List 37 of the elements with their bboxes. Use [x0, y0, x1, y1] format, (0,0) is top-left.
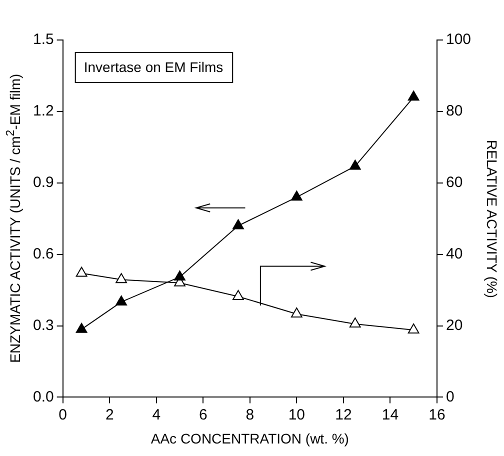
x-tick-label: 0	[58, 406, 68, 424]
x-tick-label: 12	[335, 406, 352, 424]
x-tick-label: 4	[152, 406, 161, 424]
x-tick-label: 16	[428, 406, 446, 424]
y2-tick-label: 100	[446, 31, 472, 48]
y-tick-label: 0.6	[32, 245, 54, 262]
point	[349, 317, 361, 328]
x-tick-label: 10	[288, 406, 306, 424]
y-tick-label: 1.2	[32, 102, 54, 120]
point	[408, 324, 420, 334]
point	[290, 307, 302, 318]
y-tick-label: 1.5	[32, 31, 54, 48]
y2-tick-label: 60	[446, 174, 463, 192]
point	[408, 90, 420, 101]
point	[174, 270, 186, 280]
x-tick-label: 8	[246, 406, 254, 424]
y2-tick-label: 80	[446, 102, 463, 120]
point	[349, 160, 361, 170]
y2-tick-label: 20	[446, 316, 463, 334]
point	[232, 290, 244, 300]
point	[232, 219, 244, 230]
x-tick-label: 6	[198, 406, 208, 424]
annotation: Invertase on EM Films	[84, 58, 224, 75]
y-tick-label: 0.0	[32, 388, 54, 406]
x-tick-label: 14	[382, 406, 399, 424]
point	[76, 266, 88, 277]
point	[290, 190, 302, 201]
y2-axis-title: RELATIVE ACTIVITY (%)	[484, 140, 500, 298]
y-tick-label: 0.3	[32, 316, 54, 334]
y2-tick-label: 0	[446, 388, 454, 406]
point	[116, 295, 128, 306]
x-axis-title: AAc CONCENTRATION (wt. %)	[150, 430, 349, 446]
point	[116, 273, 128, 284]
y2-tick-label: 40	[446, 245, 463, 262]
y-tick-label: 0.9	[32, 174, 54, 192]
x-tick-label: 2	[105, 406, 114, 424]
point	[76, 322, 88, 333]
